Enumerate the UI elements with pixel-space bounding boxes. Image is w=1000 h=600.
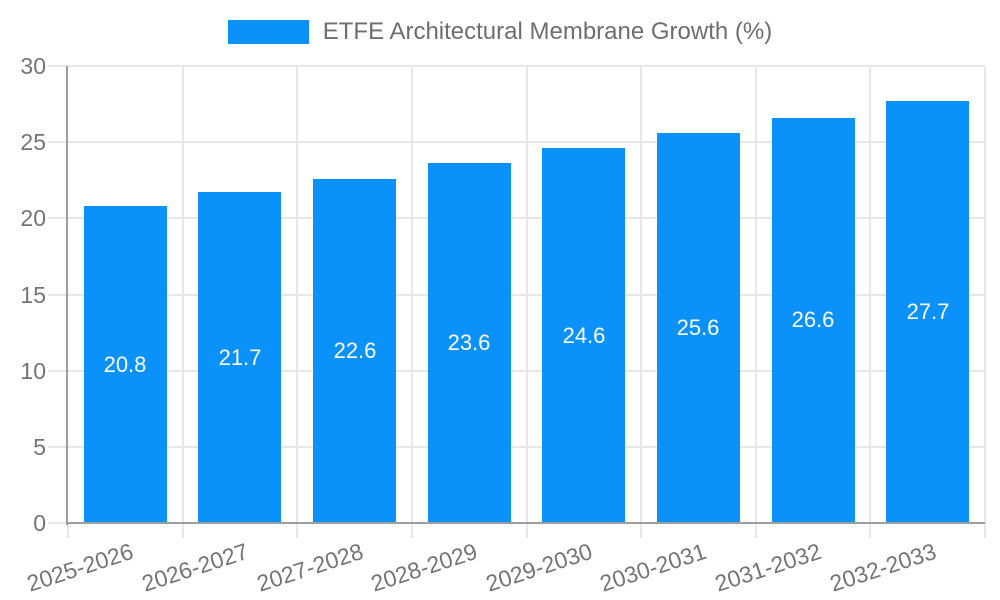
y-axis-tick-label: 10 xyxy=(20,358,46,384)
bar xyxy=(198,192,281,522)
bar xyxy=(84,206,167,522)
x-tick xyxy=(526,523,528,538)
x-tick xyxy=(296,523,298,538)
y-tick xyxy=(48,141,68,143)
x-gridline xyxy=(869,66,871,523)
bar-value-label: 20.8 xyxy=(103,352,147,377)
x-tick xyxy=(411,523,413,538)
bar-value-label: 23.6 xyxy=(447,330,491,355)
bar-value-label: 26.6 xyxy=(791,307,835,332)
y-axis-tick-label: 30 xyxy=(20,53,46,79)
y-axis-line xyxy=(66,66,68,525)
bar xyxy=(886,101,969,522)
x-tick xyxy=(640,523,642,538)
x-gridline xyxy=(526,66,528,523)
x-gridline xyxy=(640,66,642,523)
bar-value-label: 27.7 xyxy=(906,299,950,324)
chart-legend[interactable]: ETFE Architectural Membrane Growth (%) xyxy=(0,18,1000,46)
bar-value-label: 22.6 xyxy=(333,338,377,363)
bar xyxy=(542,148,625,522)
y-axis-tick-label: 0 xyxy=(33,510,46,536)
bar xyxy=(657,133,740,522)
bar xyxy=(428,163,511,522)
legend-swatch xyxy=(227,20,309,44)
y-axis-tick-label: 20 xyxy=(20,205,46,231)
y-tick xyxy=(48,294,68,296)
y-tick xyxy=(48,370,68,372)
legend-label: ETFE Architectural Membrane Growth (%) xyxy=(322,18,773,45)
x-gridline xyxy=(296,66,298,523)
y-tick xyxy=(48,65,68,67)
x-tick xyxy=(869,523,871,538)
bar-value-label: 21.7 xyxy=(218,345,262,370)
x-tick xyxy=(67,523,69,538)
bar xyxy=(313,179,396,522)
x-tick xyxy=(755,523,757,538)
bar-value-label: 24.6 xyxy=(562,323,606,348)
y-tick xyxy=(48,217,68,219)
x-tick xyxy=(984,523,986,538)
y-axis-tick-label: 15 xyxy=(20,282,46,308)
y-tick xyxy=(48,522,68,524)
x-gridline xyxy=(182,66,184,523)
bar xyxy=(772,118,855,522)
x-gridline xyxy=(755,66,757,523)
y-tick xyxy=(48,446,68,448)
x-tick xyxy=(182,523,184,538)
y-axis-tick-label: 5 xyxy=(33,434,46,460)
x-axis-line xyxy=(66,522,985,524)
x-gridline xyxy=(984,66,986,523)
y-axis-tick-label: 25 xyxy=(20,129,46,155)
x-gridline xyxy=(411,66,413,523)
bar-value-label: 25.6 xyxy=(676,315,720,340)
